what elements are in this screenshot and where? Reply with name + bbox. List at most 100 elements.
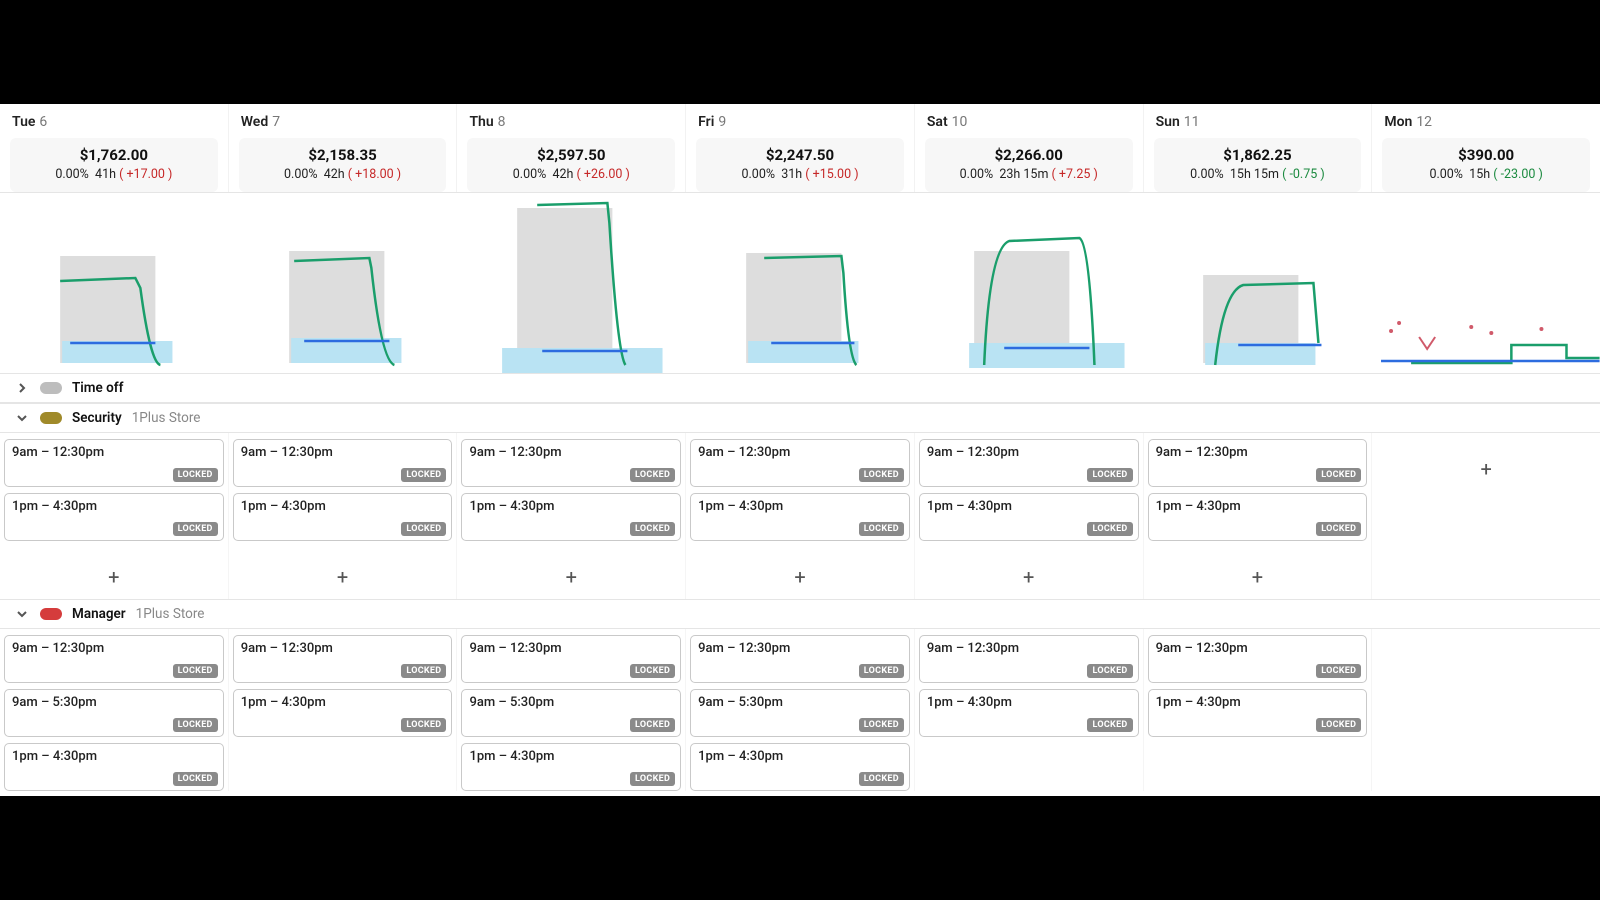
locked-badge: LOCKED xyxy=(1316,718,1361,732)
shift-card[interactable]: 1pm – 4:30pmLOCKED xyxy=(4,743,224,791)
day-col-3[interactable]: Fri9$2,247.500.00% 31h ( +15.00 ) xyxy=(686,104,915,192)
day-dow: Mon xyxy=(1384,114,1412,130)
add-shift-button[interactable]: + xyxy=(1376,439,1596,491)
group-row-manager[interactable]: Manager1Plus Store xyxy=(0,599,1600,629)
group-row-security[interactable]: Security1Plus Store xyxy=(0,403,1600,433)
shift-card[interactable]: 9am – 12:30pmLOCKED xyxy=(1148,635,1368,683)
shift-card[interactable]: 9am – 12:30pm LOCKED xyxy=(690,439,910,487)
shift-card[interactable]: 9am – 12:30pmLOCKED xyxy=(919,635,1139,683)
day-num: 7 xyxy=(272,114,280,130)
day-num: 10 xyxy=(952,114,968,130)
shift-card[interactable]: 9am – 12:30pm LOCKED xyxy=(461,635,681,683)
metric-amount: $390.00 xyxy=(1392,146,1580,164)
day-dow: Sun xyxy=(1156,114,1180,130)
add-shift-button[interactable]: + xyxy=(233,547,453,599)
shift-time: 1pm – 4:30pm xyxy=(927,695,1131,710)
shift-card[interactable]: 1pm – 4:30pmLOCKED xyxy=(461,493,681,541)
locked-badge: LOCKED xyxy=(859,664,904,678)
scheduler-page: Tue6$1,762.000.00% 41h ( +17.00 )Wed7$2,… xyxy=(0,104,1600,796)
add-shift-button[interactable]: + xyxy=(1148,547,1368,599)
day-col-4[interactable]: Sat10$2,266.000.00% 23h 15m ( +7.25 ) xyxy=(915,104,1144,192)
add-shift-button[interactable]: + xyxy=(4,547,224,599)
shift-card[interactable]: 9am – 5:30pmLOCKED xyxy=(4,689,224,737)
group-row-timeoff[interactable]: Time off xyxy=(0,373,1600,403)
metric-sub: 0.00% 42h ( +18.00 ) xyxy=(249,167,437,182)
shift-card[interactable]: 1pm – 4:30pmLOCKED xyxy=(919,493,1139,541)
locked-badge: LOCKED xyxy=(173,522,218,536)
shift-card[interactable]: 1pm – 4:30pmLOCKED xyxy=(1148,689,1368,737)
group-name: Security xyxy=(72,410,122,426)
locked-badge: LOCKED xyxy=(630,664,675,678)
shift-card[interactable]: 9am – 5:30pmLOCKED xyxy=(690,689,910,737)
shift-card[interactable]: 1pm – 4:30pmLOCKED xyxy=(1148,493,1368,541)
day-col-5[interactable]: Sun11 $1,862.250.00% 15h 15m ( -0.75 ) xyxy=(1144,104,1373,192)
shift-time: 1pm – 4:30pm xyxy=(469,749,673,764)
locked-badge: LOCKED xyxy=(859,522,904,536)
day-num: 11 xyxy=(1184,114,1200,130)
shift-card[interactable]: 9am – 12:30pmLOCKED xyxy=(4,439,224,487)
day-col-6[interactable]: Mon12 $390.00 0.00% 15h ( -23.00 ) xyxy=(1372,104,1600,192)
metric-sub: 0.00% 15h ( -23.00 ) xyxy=(1392,167,1580,182)
add-shift-button[interactable]: + xyxy=(690,547,910,599)
locked-badge: LOCKED xyxy=(859,468,904,482)
shift-time: 9am – 12:30pm xyxy=(469,641,673,656)
shift-col: 9am – 12:30pmLOCKED 9am – 5:30pmLOCKED 1pm… xyxy=(0,629,229,791)
shift-card[interactable]: 9am – 12:30pmLOCKED xyxy=(919,439,1139,487)
shift-col: 9am – 12:30pmLOCKED 1pm – 4:30pmLOCKED xyxy=(1144,629,1373,791)
chart-cell-3 xyxy=(686,193,915,373)
locked-badge: LOCKED xyxy=(401,522,446,536)
shift-time: 9am – 12:30pm xyxy=(698,445,902,460)
metric-box: $1,862.250.00% 15h 15m ( -0.75 ) xyxy=(1154,138,1362,192)
shift-card[interactable]: 1pm – 4:30pmLOCKED xyxy=(919,689,1139,737)
shift-card[interactable]: 9am – 12:30pmLOCKED xyxy=(233,635,453,683)
add-shift-button[interactable]: + xyxy=(461,547,681,599)
shift-time: 9am – 12:30pm xyxy=(1156,445,1360,460)
day-label: Fri9 xyxy=(698,114,902,130)
shift-grid-security: 9am – 12:30pmLOCKED1pm – 4:30pmLOCKED+9a… xyxy=(0,433,1600,599)
shift-card[interactable]: 9am – 12:30pmLOCKED xyxy=(233,439,453,487)
group-name: Manager xyxy=(72,606,126,622)
days-header: Tue6$1,762.000.00% 41h ( +17.00 )Wed7$2,… xyxy=(0,104,1600,193)
shift-col: 9am – 12:30pmLOCKED 1pm – 4:30pmLOCKED + xyxy=(915,433,1144,599)
metric-amount: $1,862.25 xyxy=(1164,146,1352,164)
shift-card[interactable]: 9am – 12:30pmLOCKED xyxy=(461,439,681,487)
group-name: Time off xyxy=(72,380,123,396)
day-dow: Sat xyxy=(927,114,948,130)
chart-cell-6 xyxy=(1371,193,1600,373)
role-color-pill xyxy=(40,382,62,394)
shift-card[interactable]: 1pm – 4:30pmLOCKED xyxy=(461,743,681,791)
shift-card[interactable]: 1pm – 4:30pmLOCKED xyxy=(690,493,910,541)
shift-card[interactable]: 1pm – 4:30pm LOCKED xyxy=(4,493,224,541)
day-col-0[interactable]: Tue6$1,762.000.00% 41h ( +17.00 ) xyxy=(0,104,229,192)
day-col-2[interactable]: Thu8$2,597.500.00% 42h ( +26.00 ) xyxy=(457,104,686,192)
shift-card[interactable]: 9am – 12:30pmLOCKED xyxy=(4,635,224,683)
chevron-down-icon[interactable] xyxy=(14,606,30,622)
add-shift-button[interactable]: + xyxy=(919,547,1139,599)
day-dow: Wed xyxy=(241,114,269,130)
shift-time: 9am – 5:30pm xyxy=(469,695,673,710)
day-num: 12 xyxy=(1416,114,1432,130)
locked-badge: LOCKED xyxy=(1316,468,1361,482)
metric-amount: $1,762.00 xyxy=(20,146,208,164)
shift-time: 1pm – 4:30pm xyxy=(12,499,216,514)
shift-time: 9am – 12:30pm xyxy=(241,445,445,460)
chevron-right-icon[interactable] xyxy=(14,380,30,396)
day-num: 9 xyxy=(718,114,726,130)
shift-card[interactable]: 9am – 12:30pm LOCKED xyxy=(1148,439,1368,487)
locked-badge: LOCKED xyxy=(630,718,675,732)
locked-badge: LOCKED xyxy=(859,718,904,732)
shift-col: 9am – 12:30pmLOCKED1pm – 4:30pmLOCKED+ xyxy=(229,433,458,599)
shift-card[interactable]: 9am – 5:30pm LOCKED xyxy=(461,689,681,737)
shift-card[interactable]: 1pm – 4:30pmLOCKED xyxy=(690,743,910,791)
day-col-1[interactable]: Wed7$2,158.350.00% 42h ( +18.00 ) xyxy=(229,104,458,192)
shift-time: 9am – 12:30pm xyxy=(927,445,1131,460)
shift-card[interactable]: 9am – 12:30pm LOCKED xyxy=(690,635,910,683)
shift-card[interactable]: 1pm – 4:30pmLOCKED xyxy=(233,493,453,541)
shift-time: 1pm – 4:30pm xyxy=(1156,499,1360,514)
shift-col xyxy=(1372,629,1600,791)
shift-time: 9am – 12:30pm xyxy=(698,641,902,656)
metric-box: $2,597.500.00% 42h ( +26.00 ) xyxy=(467,138,675,192)
metric-sub: 0.00% 42h ( +26.00 ) xyxy=(477,167,665,182)
shift-card[interactable]: 1pm – 4:30pmLOCKED xyxy=(233,689,453,737)
chevron-down-icon[interactable] xyxy=(14,410,30,426)
